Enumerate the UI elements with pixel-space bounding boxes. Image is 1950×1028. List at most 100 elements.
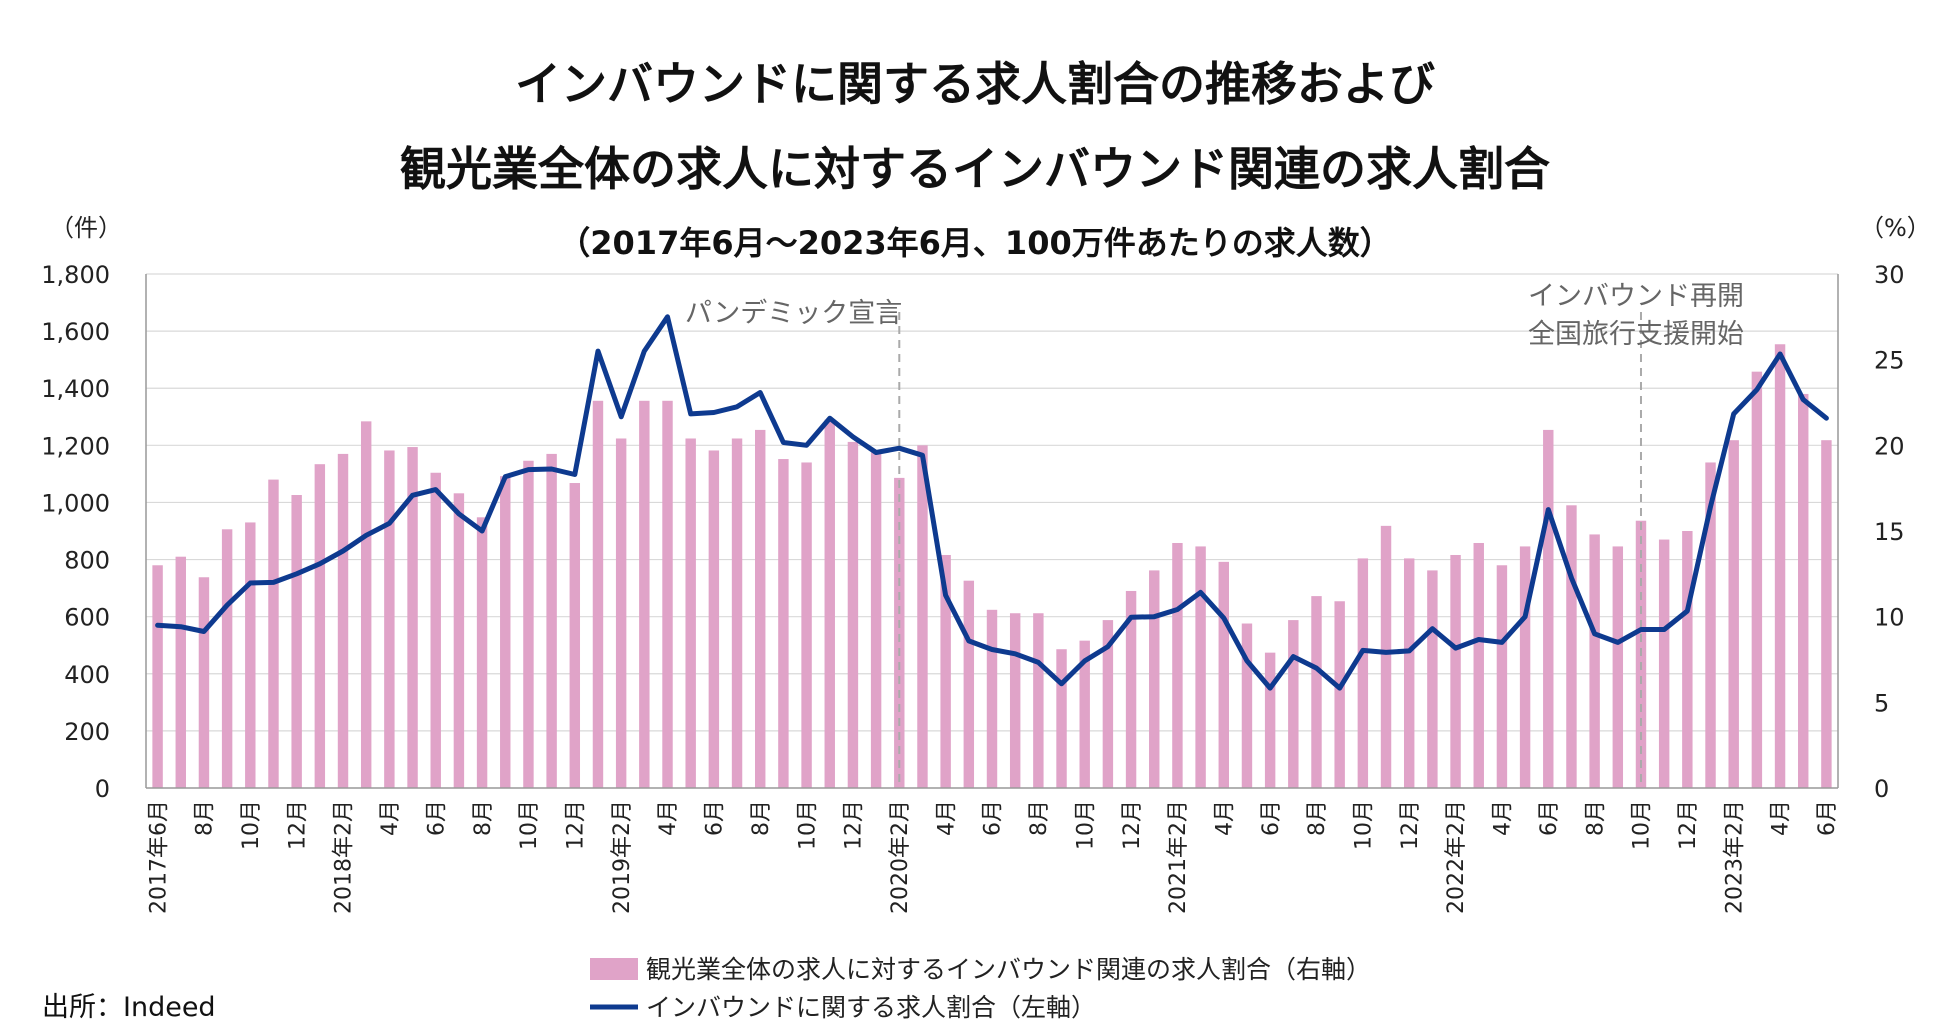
bar bbox=[569, 483, 581, 788]
bar bbox=[708, 450, 720, 788]
bar bbox=[360, 421, 372, 788]
x-tick-label: 2018年2月 bbox=[332, 800, 357, 914]
x-tick-label: 12月 bbox=[285, 800, 310, 850]
bar bbox=[1821, 440, 1832, 788]
bar bbox=[152, 565, 163, 788]
chart-caption: （2017年6月～2023年6月、100万件あたりの求人数） bbox=[558, 224, 1392, 262]
x-tick-label: 4月 bbox=[656, 800, 681, 836]
bar bbox=[1079, 640, 1090, 788]
bar bbox=[1612, 546, 1624, 788]
left-tick-label: 200 bbox=[64, 718, 110, 746]
right-tick-label: 5 bbox=[1874, 689, 1889, 717]
x-tick-label: 12月 bbox=[1676, 800, 1701, 850]
x-tick-label: 6月 bbox=[424, 800, 449, 836]
x-tick-label: 8月 bbox=[471, 800, 496, 836]
bar bbox=[1009, 613, 1021, 788]
bar bbox=[824, 419, 835, 788]
bar bbox=[453, 493, 465, 788]
annotation-text: 全国旅行支援開始 bbox=[1528, 319, 1744, 350]
bar-series bbox=[152, 344, 1832, 788]
x-tick-label: 2019年2月 bbox=[610, 800, 635, 914]
x-tick-label: 10月 bbox=[795, 800, 820, 850]
right-axis-unit: （%） bbox=[1860, 214, 1931, 242]
bar bbox=[1288, 620, 1299, 788]
bar bbox=[407, 447, 418, 788]
left-tick-label: 400 bbox=[64, 661, 110, 689]
x-tick-label: 8月 bbox=[193, 800, 218, 836]
bar bbox=[778, 459, 789, 788]
x-tick-label: 10月 bbox=[239, 800, 264, 850]
bar bbox=[1728, 440, 1739, 788]
bar bbox=[1658, 539, 1670, 788]
x-tick-label: 2022年2月 bbox=[1444, 800, 1469, 914]
bar bbox=[1427, 570, 1438, 788]
x-tick-label: 6月 bbox=[1537, 800, 1562, 836]
annotation-lines bbox=[898, 312, 1642, 788]
x-tick-label: 12月 bbox=[842, 800, 867, 850]
x-tick-label: 8月 bbox=[1305, 800, 1330, 836]
legend-swatch-bar bbox=[590, 958, 638, 980]
x-tick-label: 2023年2月 bbox=[1722, 800, 1747, 914]
right-tick-label: 25 bbox=[1874, 347, 1905, 375]
bar bbox=[1056, 649, 1067, 788]
x-tick-label: 4月 bbox=[1769, 800, 1794, 836]
bar bbox=[245, 522, 256, 788]
bar bbox=[1496, 565, 1508, 788]
bar bbox=[592, 400, 604, 788]
left-tick-label: 1,600 bbox=[41, 318, 110, 346]
bar bbox=[198, 577, 210, 788]
annotation-text: インバウンド再開 bbox=[1528, 281, 1744, 312]
bar bbox=[546, 453, 557, 788]
left-axis-unit: （件） bbox=[50, 214, 122, 242]
chart-subtitle: 観光業全体の求人に対するインバウンド関連の求人割合 bbox=[400, 142, 1550, 196]
x-tick-label: 6月 bbox=[1815, 800, 1840, 836]
bar bbox=[615, 438, 627, 788]
x-tick-label: 4月 bbox=[1491, 800, 1516, 836]
right-tick-label: 0 bbox=[1874, 775, 1889, 803]
x-tick-label: 10月 bbox=[1352, 800, 1377, 850]
annotation-text: パンデミック宣言 bbox=[685, 298, 902, 329]
bar bbox=[1125, 590, 1137, 788]
x-tick-label: 10月 bbox=[1630, 800, 1655, 850]
x-tick-label: 8月 bbox=[1027, 800, 1052, 836]
source-note: 出所：Indeed bbox=[42, 992, 216, 1023]
left-tick-label: 0 bbox=[95, 775, 110, 803]
bar bbox=[639, 400, 650, 788]
bar bbox=[1450, 554, 1461, 788]
bar bbox=[1751, 371, 1763, 788]
bar bbox=[430, 472, 441, 788]
series-line bbox=[155, 314, 1829, 691]
bar bbox=[1334, 601, 1345, 788]
bar bbox=[731, 438, 743, 788]
left-tick-label: 1,400 bbox=[41, 375, 110, 403]
right-tick-label: 15 bbox=[1874, 518, 1905, 546]
x-tick-label: 10月 bbox=[1073, 800, 1098, 850]
left-tick-label: 1,000 bbox=[41, 489, 110, 517]
gridlines bbox=[146, 273, 1838, 732]
x-tick-label: 2017年6月 bbox=[146, 800, 171, 914]
bar bbox=[476, 517, 488, 788]
bar bbox=[500, 476, 511, 788]
bar bbox=[1149, 570, 1160, 788]
bar bbox=[1403, 558, 1415, 788]
bar bbox=[755, 429, 766, 788]
line-series bbox=[155, 314, 1829, 691]
bar bbox=[870, 452, 882, 788]
right-tick-label: 10 bbox=[1874, 604, 1905, 632]
bar bbox=[940, 554, 951, 788]
legend-label: インバウンドに関する求人割合（左軸） bbox=[646, 993, 1096, 1022]
bar bbox=[1102, 620, 1114, 788]
x-tick-label: 4月 bbox=[378, 800, 403, 836]
x-tick-label: 8月 bbox=[1583, 800, 1608, 836]
left-tick-label: 600 bbox=[64, 604, 110, 632]
axes: 0 200 400 600 800 1,000 1,200 1,400 1,600 1,800 0 5… bbox=[41, 214, 1931, 914]
bar bbox=[801, 462, 812, 788]
bar bbox=[523, 460, 534, 788]
bar bbox=[1543, 429, 1554, 788]
bar bbox=[1519, 546, 1531, 788]
bar bbox=[314, 464, 326, 788]
left-tick-label: 800 bbox=[64, 547, 110, 575]
right-tick-label: 20 bbox=[1874, 432, 1905, 460]
